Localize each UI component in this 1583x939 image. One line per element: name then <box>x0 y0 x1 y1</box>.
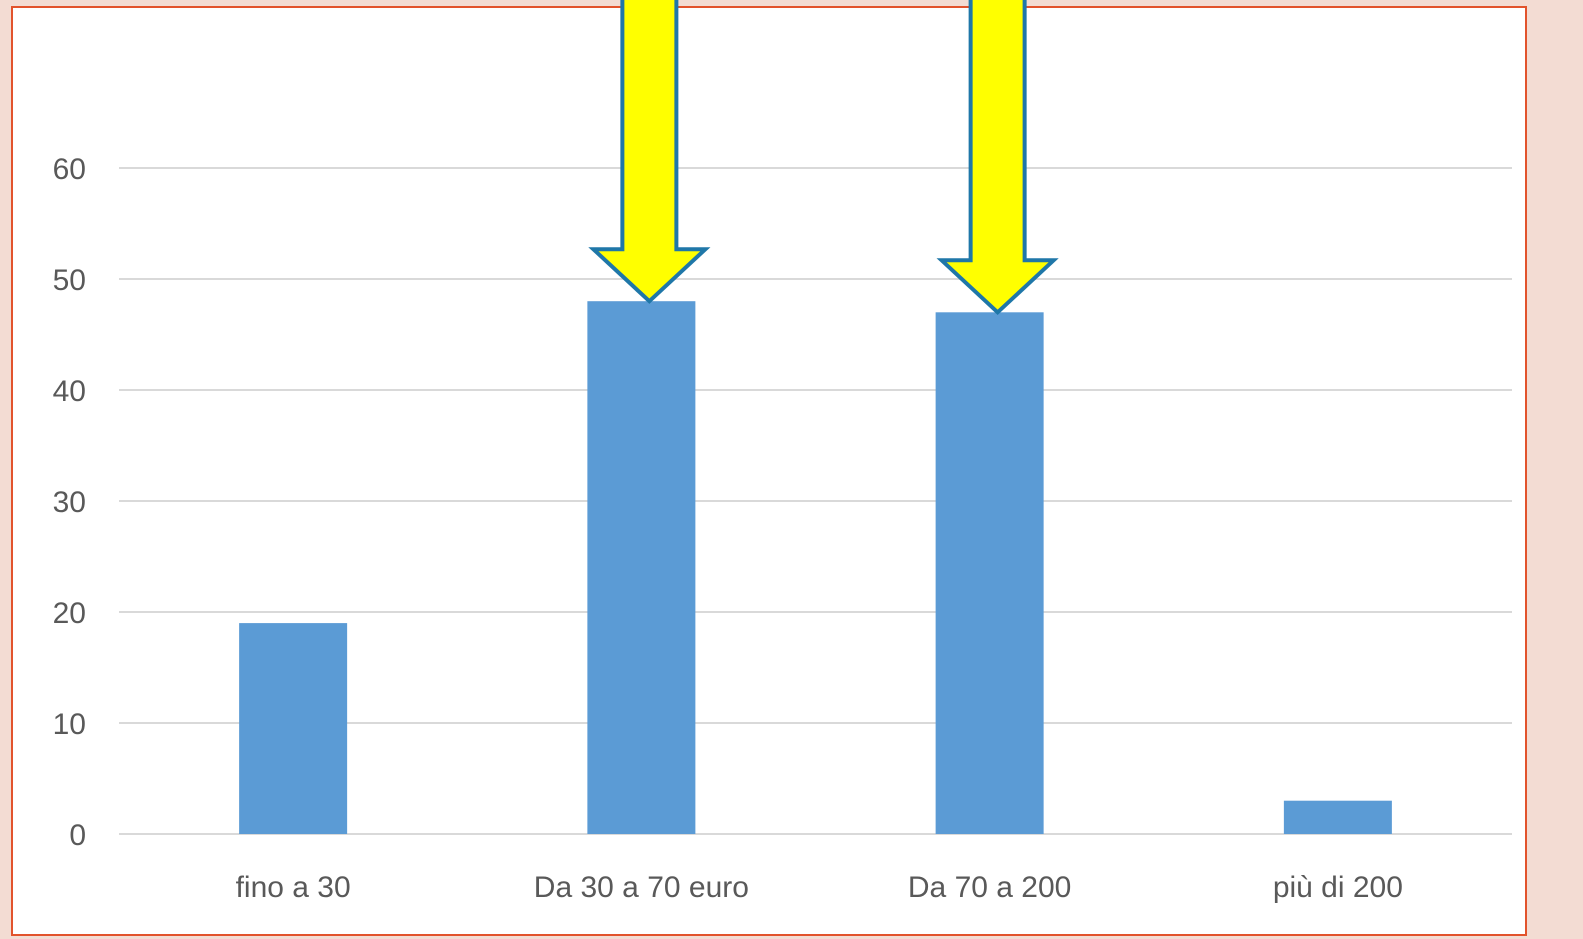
x-axis-category-labels: fino a 30 Da 30 a 70 euro Da 70 a 200 più d… <box>236 871 1403 904</box>
y-tick-label: 50 <box>53 264 86 297</box>
arrow-annotation <box>936 0 1059 316</box>
bars <box>239 301 1392 834</box>
y-tick-label: 30 <box>53 486 86 519</box>
gridlines <box>119 167 1512 835</box>
x-category-label: Da 70 a 200 <box>908 871 1071 904</box>
bar <box>1283 800 1392 834</box>
arrow-annotations <box>588 0 1059 316</box>
y-axis-tick-labels: 0 10 20 30 40 50 60 <box>53 153 86 852</box>
arrow-annotation <box>588 0 711 304</box>
y-tick-label: 20 <box>53 597 86 630</box>
bar <box>935 312 1044 834</box>
x-category-label: Da 30 a 70 euro <box>534 871 749 904</box>
y-tick-label: 60 <box>53 153 86 186</box>
y-tick-label: 0 <box>69 819 86 852</box>
y-tick-label: 40 <box>53 375 86 408</box>
x-category-label: fino a 30 <box>236 871 351 904</box>
bar <box>239 623 348 834</box>
y-tick-label: 10 <box>53 708 86 741</box>
bar <box>587 301 696 834</box>
x-category-label: più di 200 <box>1273 871 1403 904</box>
